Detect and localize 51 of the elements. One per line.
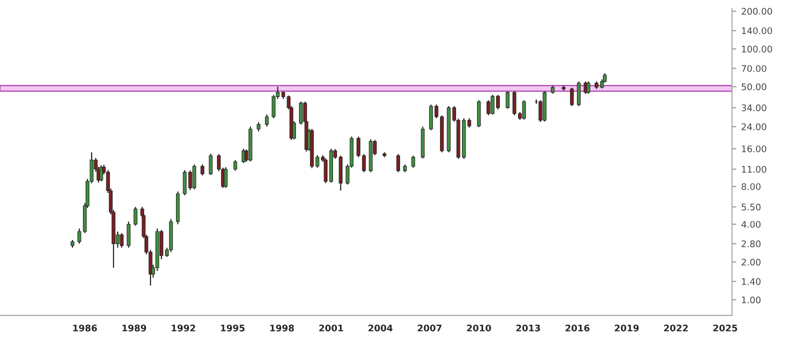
candlestick: [265, 114, 269, 128]
y-tick-label: 50.00: [742, 83, 766, 90]
candlestick: [570, 87, 574, 107]
x-tick-label: 2004: [368, 324, 393, 332]
x-tick-label: 2007: [418, 324, 442, 332]
candlestick: [506, 90, 510, 110]
x-tick-label: 1989: [122, 324, 146, 332]
y-tick-label: 16.00: [742, 145, 766, 152]
y-tick-label: 2.00: [742, 258, 761, 266]
candlestick: [188, 170, 192, 191]
y-tick-label: 140.00: [742, 27, 772, 34]
x-tick-label: 2025: [713, 324, 738, 332]
y-tick-label: 24.00: [742, 123, 766, 130]
x-tick-label: 1998: [270, 324, 294, 332]
x-tick-label: 2010: [467, 324, 492, 332]
candlestick: [77, 228, 82, 244]
y-tick-label: 70.00: [742, 65, 766, 72]
x-tick-label: 2019: [614, 324, 639, 332]
candlestick: [120, 232, 124, 248]
candlestick: [192, 164, 196, 190]
x-tick-label: 1995: [221, 324, 245, 332]
y-tick-label: 5.50: [742, 204, 761, 210]
candlestick: [224, 166, 228, 188]
candlestick: [126, 221, 130, 248]
candlestick: [233, 160, 238, 172]
candlestick: [256, 122, 260, 132]
candlestick: [200, 164, 204, 176]
y-tick-label: 34.00: [742, 104, 766, 112]
y-tick-label: 8.00: [742, 183, 761, 190]
y-tick-label: 11.00: [742, 166, 766, 173]
x-tick-label: 1992: [172, 324, 196, 332]
candlestick: [134, 206, 138, 226]
x-tick-label: 2001: [319, 324, 344, 332]
candlestick: [576, 80, 581, 107]
candlestick: [208, 153, 213, 176]
candlestick: [396, 154, 400, 173]
y-tick-label: 4.00: [741, 220, 761, 228]
y-tick-label: 1.00: [742, 296, 761, 304]
y-tick-label: 100.00: [742, 46, 772, 52]
x-tick-label: 1986: [73, 324, 97, 332]
candlestick: [586, 80, 590, 94]
x-tick-label: 2013: [516, 324, 540, 332]
x-tick-label: 2016: [566, 324, 590, 332]
candlestick: [182, 170, 187, 196]
y-tick-label: 2.80: [742, 240, 761, 248]
candlestick: [486, 100, 490, 116]
candlestick: [411, 155, 416, 168]
y-tick-label: 200.00: [742, 8, 772, 15]
x-tick-label: 2022: [664, 324, 688, 332]
candlestick: [522, 100, 526, 120]
y-tick-label: 1.40: [742, 278, 761, 285]
